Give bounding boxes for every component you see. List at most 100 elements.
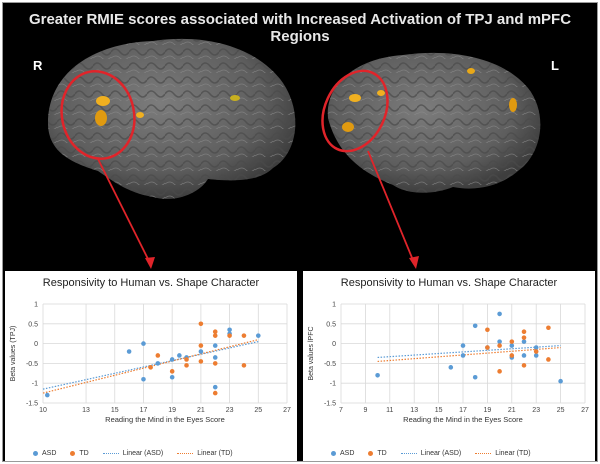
tpj-xtick-label: 23 [226,407,234,414]
pfc-point-asd [533,353,539,358]
tpj-trendline-linearasd [42,341,259,390]
pfc-yaxis-label: Beta values lPFC [308,326,315,380]
pfc-ytick-label: -1 [330,381,336,388]
tpj-xtick-label: 10 [39,407,47,414]
pfc-point-td [509,353,515,358]
pfc-xtick-label: 17 [459,407,467,414]
tpj-chart-panel: Responsivity to Human vs. Shape Characte… [5,271,297,461]
right-hemisphere-label: R [33,58,43,73]
right-annotation-circle [60,70,136,160]
pfc-point-td [546,357,551,362]
figure-title: Greater RMIE scores associated with Incr… [28,11,572,45]
tpj-xtick-label: 15 [111,407,119,414]
tpj-ytick-label: -1.5 [26,401,38,408]
tpj-point-asd [227,327,232,333]
pfc-xtick-label: 15 [435,407,443,414]
pfc-xtick-label: 13 [410,407,418,414]
tpj-point-asd [141,376,146,382]
tpj-ytick-label: 0 [34,341,38,348]
tpj-point-td [227,333,232,338]
tpj-trendline-lineartd [42,339,259,394]
legend-linear-asd: Linear (ASD) [400,450,461,457]
tpj-xtick-label: 13 [82,407,90,414]
tpj-point-td [212,329,218,335]
pfc-ytick-label: -0.5 [324,361,336,368]
tpj-ytick-label: -1 [32,381,38,388]
tpj-point-td [184,363,189,368]
tpj-xtick-label: 27 [283,407,291,414]
tpj-ytick-label: -0.5 [26,361,38,368]
pfc-point-asd [533,345,539,350]
pfc-point-td [509,339,515,344]
pfc-point-td [521,335,527,340]
pfc-point-asd [448,365,454,370]
legend-asd: ASD [331,450,354,457]
left-annotation-arrow [367,150,416,266]
pfc-xtick-label: 7 [339,407,343,414]
pfc-point-td [546,325,551,331]
tpj-point-td [212,390,218,396]
legend-td: TD [70,450,89,457]
tpj-point-td [198,343,204,348]
tpj-point-td [169,369,175,374]
tpj-point-asd [198,349,204,354]
tpj-point-td [148,365,153,370]
pfc-point-asd [460,353,466,358]
tpj-xtick-label: 19 [168,407,176,414]
pfc-point-asd [472,374,478,380]
mpfc-activation-blob [349,94,361,102]
tpj-point-asd [169,374,175,380]
pfc-xtick-label: 9 [363,407,367,414]
tpj-point-td [241,333,247,338]
tpj-ytick-label: 0.5 [28,321,38,328]
tpj-point-td [184,357,189,362]
pfc-point-asd [460,343,466,348]
pfc-xtick-label: 19 [484,407,492,414]
pfc-point-asd [497,339,502,344]
pfc-scatter-plot: 1 0.5 0 -0.5 -1 -1.57 9 11 13 15 17 19 21 23 25 27 Readi… [308,302,589,425]
left-brain-image [327,52,541,193]
pfc-point-asd [521,353,527,358]
tpj-point-asd [177,353,182,358]
pfc-xaxis-label: Reading the Mind in the Eyes Score [403,415,523,424]
tpj-point-asd [155,361,161,366]
legend-linear-td: Linear (TD) [475,450,531,457]
pfc-point-td [485,327,490,333]
legend-linear-asd: Linear (ASD) [102,450,163,457]
tpj-point-td [155,353,161,358]
pfc-point-td [497,369,502,374]
pfc-chart-panel: Responsivity to Human vs. Shape Characte… [303,271,595,461]
right-brain-image [48,38,296,199]
legend-linear-td: Linear (TD) [177,450,233,457]
tpj-xtick-label: 21 [197,407,205,414]
pfc-point-asd [509,343,515,348]
pfc-legend: ASD TD Linear (ASD) Linear (TD) [331,450,531,457]
pfc-point-asd [497,311,502,317]
pfc-trendline-linearasd [377,344,561,359]
pfc-point-td [485,345,490,350]
tpj-point-asd [45,392,50,398]
pfc-point-td [497,343,502,348]
pfc-point-asd [521,339,527,344]
pfc-ytick-label: -1.5 [324,401,336,408]
tpj-point-td [241,363,247,368]
tpj-ytick-label: 1 [34,302,38,309]
brain-renderings [48,38,541,269]
tpj-yaxis-label: Beta values (TPJ) [10,326,17,382]
tpj-point-asd [212,355,218,360]
pfc-point-td [521,363,527,368]
pfc-xtick-label: 23 [532,407,540,414]
tpj-xtick-label: 17 [140,407,148,414]
pfc-ytick-label: 1 [332,302,336,309]
pfc-ytick-label: 0.5 [326,321,336,328]
pfc-point-td [521,329,527,335]
tpj-point-asd [212,384,218,390]
pfc-trendline-lineartd [377,346,561,363]
tpj-point-asd [126,349,132,354]
pfc-point-asd [375,372,380,378]
tpj-point-td [198,359,204,364]
tpj-point-td [212,361,218,366]
pfc-xtick-label: 25 [557,407,565,414]
pfc-ytick-label: 0 [332,341,336,348]
